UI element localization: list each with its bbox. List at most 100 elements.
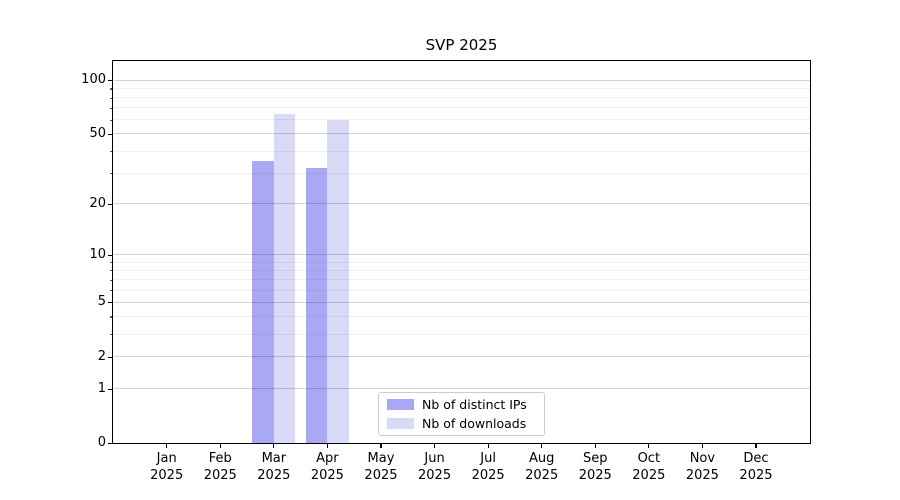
gridline-minor-60 [113,119,810,121]
y-minor-tick-30 [109,173,112,175]
x-tick-label-month: Apr [316,451,339,466]
y-tick-label-5: 5 [97,294,106,310]
bar-apr-2025-nb-of-downloads [327,119,349,443]
x-tick-label-month: Jan [156,451,177,466]
gridline-minor-6 [113,289,810,291]
y-tick-100 [108,80,112,82]
gridline-minor-7 [113,279,810,281]
x-tick-jun-2025 [433,444,436,448]
x-tick-aug-2025 [541,444,543,448]
y-minor-tick-9 [109,262,112,264]
x-tick-label-month: Feb [208,451,232,466]
x-tick-label-month: Dec [743,451,769,466]
gridline-minor-4 [113,315,810,317]
x-tick-label-year: 2025 [471,467,505,483]
legend-label-distinct-ips: Nb of distinct IPs [422,397,527,412]
x-tick-label-month: Sep [582,451,608,466]
y-minor-tick-60 [109,119,112,122]
gridline-minor-3 [113,333,810,335]
x-tick-label-oct-2025: Oct 2025 [619,451,679,484]
x-tick-sep-2025 [594,444,596,448]
x-tick-label-month: May [367,451,395,466]
x-tick-label-jun-2025: Jun 2025 [405,451,465,484]
x-tick-dec-2025 [755,444,757,448]
y-tick-label-50: 50 [89,125,106,141]
x-tick-feb-2025 [219,444,221,448]
x-tick-mar-2025 [273,444,275,448]
x-tick-apr-2025 [326,444,328,448]
gridline-major-1 [113,388,810,390]
x-tick-label-jul-2025: Jul 2025 [458,451,518,484]
gridline-major-20 [113,203,810,205]
x-tick-label-year: 2025 [310,467,344,483]
y-tick-10 [108,254,112,256]
bar-mar-2025-nb-of-downloads [273,113,296,443]
y-minor-tick-4 [109,316,112,318]
x-tick-label-year: 2025 [203,467,237,483]
x-tick-label-dec-2025: Dec 2025 [726,451,786,484]
x-tick-label-jan-2025: Jan 2025 [137,451,197,484]
gridline-major-10 [113,254,810,256]
x-tick-label-year: 2025 [578,467,612,483]
y-minor-tick-3 [109,334,112,336]
x-tick-label-year: 2025 [525,467,559,483]
legend-label-downloads: Nb of downloads [422,416,527,431]
y-tick-5 [108,302,112,304]
plot-area [112,60,811,444]
x-tick-jan-2025 [166,444,168,448]
x-tick-label-feb-2025: Feb 2025 [190,451,250,484]
y-tick-2 [108,356,112,358]
gridline-major-100 [113,79,810,81]
y-tick-50 [108,133,112,136]
y-minor-tick-8 [109,270,112,272]
legend-swatch-distinct-ips-icon [387,399,414,410]
gridline-minor-80 [113,97,810,99]
gridline-minor-70 [113,107,810,109]
gridline-major-50 [113,133,810,135]
x-tick-label-year: 2025 [418,467,452,483]
x-tick-label-year: 2025 [257,467,291,483]
x-tick-label-month: Jun [424,451,445,466]
x-tick-label-month: Jul [480,451,496,466]
y-tick-0 [108,443,112,445]
legend-swatch-downloads-icon [387,418,414,429]
x-tick-may-2025 [380,444,382,448]
legend-item-downloads: Nb of downloads [387,416,536,431]
y-minor-tick-80 [109,97,112,99]
y-tick-1 [108,388,112,390]
gridline-minor-90 [113,87,810,89]
x-tick-label-mar-2025: Mar 2025 [244,451,304,484]
x-tick-label-month: Mar [261,451,287,466]
x-tick-label-year: 2025 [739,467,773,483]
gridline-minor-9 [113,261,810,263]
y-minor-tick-7 [109,279,112,281]
bar-apr-2025-nb-of-distinct-ips [305,168,328,443]
x-tick-label-nov-2025: Nov 2025 [672,451,732,484]
legend-item-distinct-ips: Nb of distinct IPs [387,397,536,412]
x-tick-label-month: Nov [689,451,716,466]
y-tick-label-2: 2 [97,348,106,364]
gridline-major-5 [113,301,810,303]
x-tick-label-may-2025: May 2025 [351,451,411,484]
y-minor-tick-90 [109,88,112,90]
chart-title: SVP 2025 [425,36,498,54]
x-tick-jul-2025 [487,444,489,448]
x-tick-label-month: Oct [637,451,661,466]
gridline-minor-30 [113,172,810,174]
y-tick-20 [108,203,112,205]
x-tick-label-year: 2025 [364,467,398,483]
x-tick-nov-2025 [701,444,703,448]
x-tick-label-aug-2025: Aug 2025 [512,451,572,484]
y-minor-tick-70 [109,107,112,110]
y-tick-label-1: 1 [97,380,106,396]
gridline-minor-8 [113,269,810,271]
x-tick-label-year: 2025 [685,467,719,483]
x-tick-oct-2025 [648,444,650,448]
y-tick-label-100: 100 [81,72,106,88]
y-tick-label-10: 10 [89,246,106,262]
legend: Nb of distinct IPs Nb of downloads [378,392,545,436]
y-minor-tick-40 [109,151,112,153]
y-minor-tick-6 [109,290,112,292]
gridline-major-2 [113,356,810,358]
